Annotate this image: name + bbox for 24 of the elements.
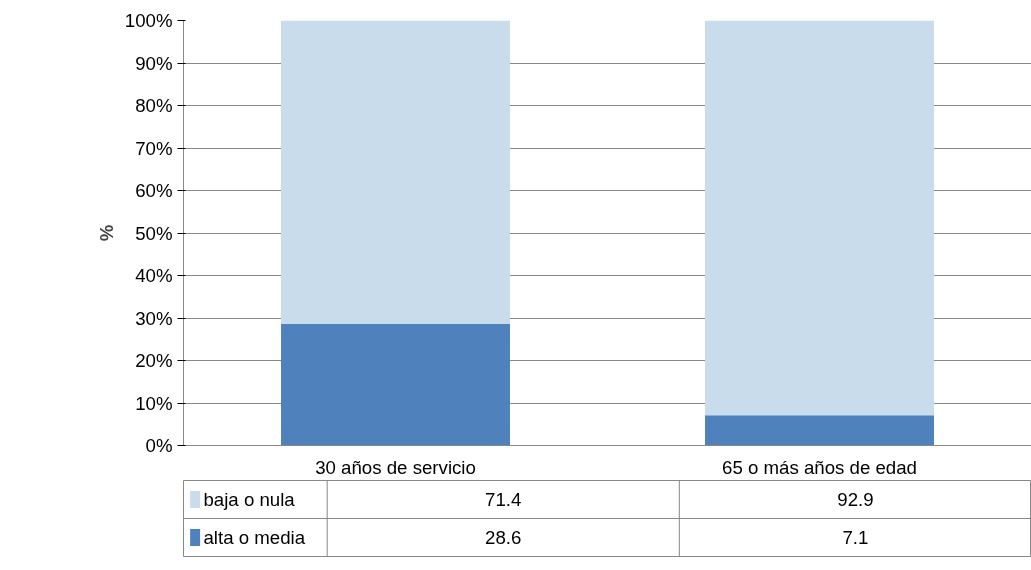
legend-label: alta o media: [203, 527, 306, 548]
bar: [705, 415, 934, 446]
y-tick-label: 50%: [135, 222, 173, 244]
y-tick-label: 40%: [135, 265, 173, 286]
y-tick-label: 80%: [135, 95, 173, 116]
legend-label: baja o nula: [203, 489, 296, 510]
y-tick-label: 10%: [135, 392, 173, 414]
bar: [281, 20, 510, 324]
bar: [281, 323, 510, 446]
x-tick-label: 65 o más años de edad: [722, 456, 917, 478]
data-label: 7.1: [842, 527, 869, 548]
y-tick-label: 60%: [135, 180, 173, 201]
y-tick-label: 30%: [135, 307, 173, 329]
bar: [705, 20, 934, 416]
x-tick-label: 30 años de servicio: [315, 456, 476, 478]
y-axis-title: %: [95, 224, 117, 242]
y-tick-label: 20%: [135, 350, 173, 371]
y-tick-label: 70%: [135, 137, 173, 159]
y-tick-label: 90%: [135, 52, 173, 74]
data-label: 71.4: [485, 489, 522, 510]
y-tick-label: 0%: [145, 435, 173, 456]
data-label: 28.6: [485, 527, 522, 548]
data-label: 92.9: [837, 489, 874, 510]
y-tick-label: 100%: [124, 10, 173, 31]
